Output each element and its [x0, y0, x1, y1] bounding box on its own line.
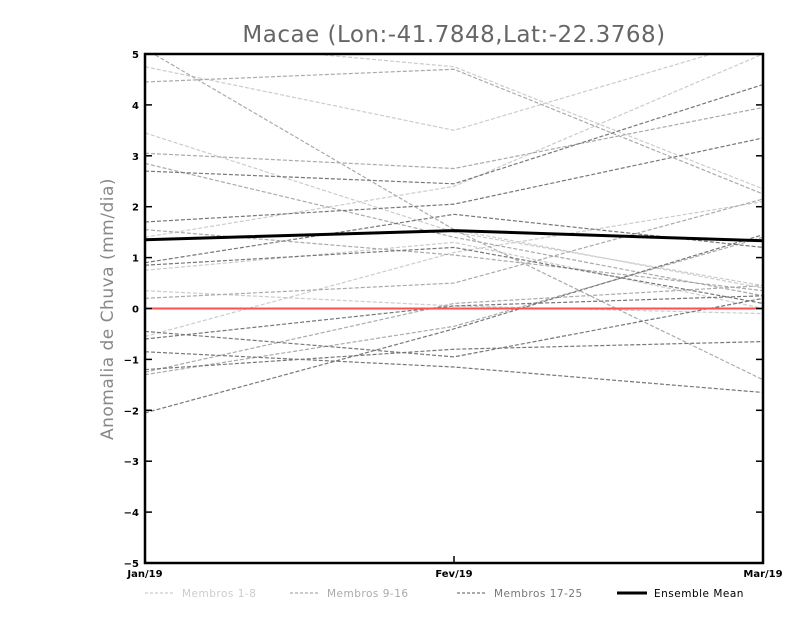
y-tick-label: −5: [124, 559, 139, 570]
x-axis-ticks: Jan/19 Fev/19 Mar/19: [126, 556, 783, 580]
series-layer: [145, 54, 763, 414]
member-line-12: [145, 198, 763, 299]
member-line-20: [145, 234, 763, 414]
member-line-17: [145, 137, 763, 223]
member-line-11: [145, 162, 763, 297]
y-tick-label: 2: [132, 203, 139, 214]
member-line-3: [145, 241, 763, 310]
legend-label: Membros 9-16: [327, 588, 409, 600]
member-line-2: [145, 132, 763, 287]
y-tick-label: 4: [132, 101, 139, 112]
y-tick-label: 5: [132, 50, 139, 61]
y-tick-label: 3: [132, 152, 139, 163]
x-tick-label: Mar/19: [743, 569, 782, 580]
member-line-19: [145, 351, 763, 394]
member-line-24: [145, 295, 763, 340]
y-tick-label: 0: [132, 305, 139, 316]
mean-layer: [145, 229, 763, 243]
chart-title: Macae (Lon:-41.7848,Lat:-22.3768): [242, 22, 665, 48]
member-line-23: [145, 246, 763, 305]
member-line-14: [145, 236, 763, 376]
member-line-22: [145, 340, 763, 371]
member-line-7: [306, 54, 763, 190]
member-line-1: [145, 54, 714, 131]
x-tick-label: Fev/19: [435, 569, 472, 580]
member-line-25: [145, 297, 763, 358]
member-line-18: [145, 83, 763, 185]
y-tick-label: 1: [132, 254, 139, 265]
y-tick-label: −4: [124, 508, 139, 519]
x-tick-label: Jan/19: [126, 569, 162, 580]
legend-label: Membros 1-8: [182, 588, 256, 600]
y-axis-ticks: −5 −4 −3 −2 −1 0 1 2 3 4 5: [124, 50, 763, 570]
member-line-9: [145, 68, 763, 195]
ensemble-mean-line: [145, 229, 763, 243]
member-line-6: [145, 290, 763, 315]
legend-label: Ensemble Mean: [654, 588, 744, 600]
y-tick-label: −2: [124, 406, 139, 417]
y-axis-label: Anomalia de Chuva (mm/dia): [98, 178, 118, 440]
member-line-13: [145, 284, 763, 373]
member-line-5: [145, 54, 763, 238]
member-line-10: [145, 106, 763, 170]
member-line-4: [145, 201, 763, 338]
legend: Membros 1-8 Membros 9-16 Membros 17-25 Ense…: [145, 588, 744, 600]
y-tick-label: −3: [124, 457, 139, 468]
legend-label: Membros 17-25: [494, 588, 583, 600]
y-tick-label: −1: [124, 355, 139, 366]
